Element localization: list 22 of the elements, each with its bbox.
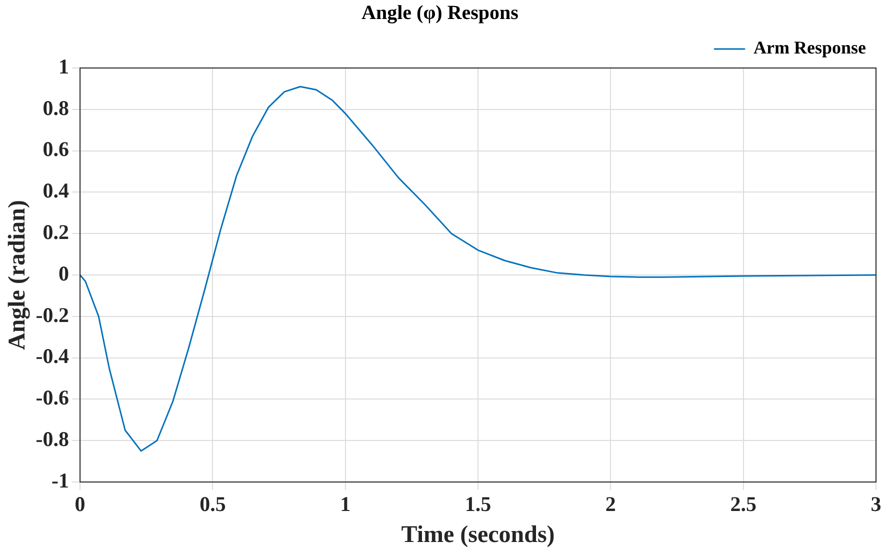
y-tick-label: 0 xyxy=(58,261,70,286)
x-tick-label: 1.5 xyxy=(464,492,492,516)
y-tick-label: -1 xyxy=(52,468,70,492)
x-tick-label: 3 xyxy=(870,492,882,516)
y-tick-label: 0.4 xyxy=(42,178,70,203)
chart-title: Angle (φ) Respons xyxy=(362,2,519,24)
y-tick-label: -0.2 xyxy=(36,302,70,327)
x-tick-label: 0.5 xyxy=(200,492,226,516)
x-axis-title: Time (seconds) xyxy=(401,522,555,548)
legend-label: Arm Response xyxy=(754,38,866,58)
y-tick-label: -0.4 xyxy=(36,344,70,368)
y-tick-label: 1 xyxy=(58,54,70,78)
y-tick-label: -0.6 xyxy=(36,386,70,410)
x-tick-label: 2 xyxy=(605,492,616,516)
y-tick-label: 0.2 xyxy=(42,220,70,244)
y-tick-label: 0.8 xyxy=(42,96,70,120)
x-tick-label: 2.5 xyxy=(730,492,756,516)
x-tick-label: 0 xyxy=(74,492,86,516)
y-tick-label: 0.6 xyxy=(42,137,70,162)
y-tick-label: -0.8 xyxy=(36,427,70,452)
x-tick-label: 1 xyxy=(340,492,351,516)
y-axis-title: Angle (radian) xyxy=(4,200,31,350)
